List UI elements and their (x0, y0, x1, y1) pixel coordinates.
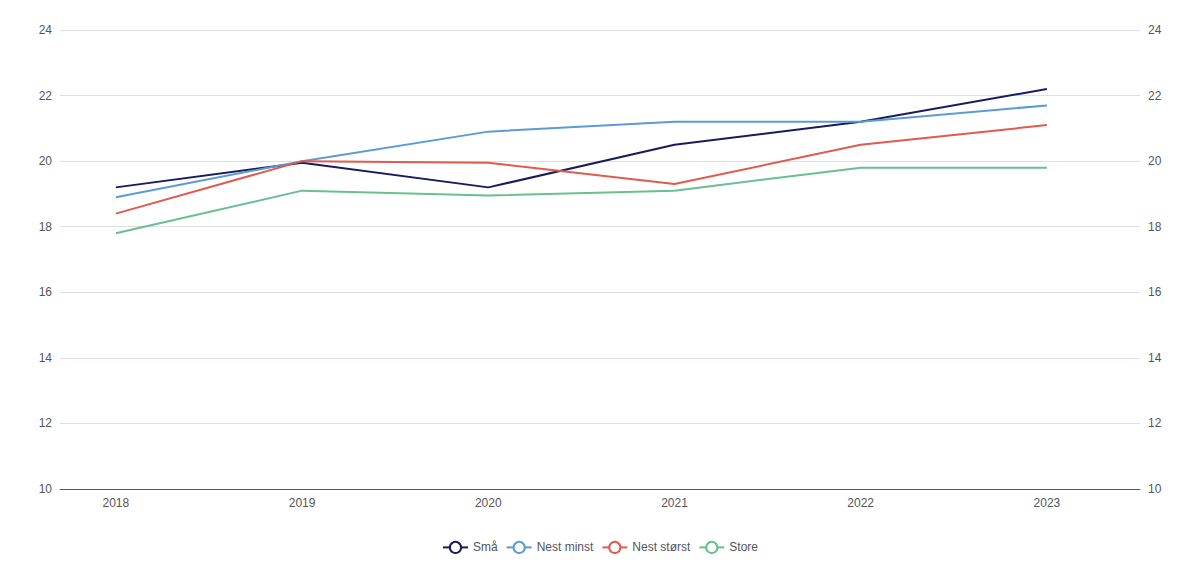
svg-text:Store: Store (729, 540, 758, 554)
svg-text:2019: 2019 (289, 496, 316, 510)
svg-text:18: 18 (1148, 220, 1162, 234)
svg-text:2020: 2020 (475, 496, 502, 510)
svg-text:16: 16 (39, 285, 53, 299)
svg-text:Små: Små (473, 540, 498, 554)
svg-text:20: 20 (1148, 154, 1162, 168)
svg-text:12: 12 (1148, 416, 1162, 430)
svg-text:2021: 2021 (661, 496, 688, 510)
svg-text:24: 24 (39, 23, 53, 37)
svg-text:14: 14 (1148, 351, 1162, 365)
svg-text:2023: 2023 (1034, 496, 1061, 510)
svg-text:2018: 2018 (103, 496, 130, 510)
svg-text:20: 20 (39, 154, 53, 168)
svg-text:2022: 2022 (847, 496, 874, 510)
svg-text:22: 22 (1148, 89, 1162, 103)
svg-text:10: 10 (1148, 482, 1162, 496)
svg-text:Nest minst: Nest minst (537, 540, 594, 554)
svg-text:18: 18 (39, 220, 53, 234)
svg-text:14: 14 (39, 351, 53, 365)
svg-text:16: 16 (1148, 285, 1162, 299)
svg-text:10: 10 (39, 482, 53, 496)
svg-text:12: 12 (39, 416, 53, 430)
svg-text:24: 24 (1148, 23, 1162, 37)
svg-text:Nest størst: Nest størst (632, 540, 691, 554)
svg-text:22: 22 (39, 89, 53, 103)
